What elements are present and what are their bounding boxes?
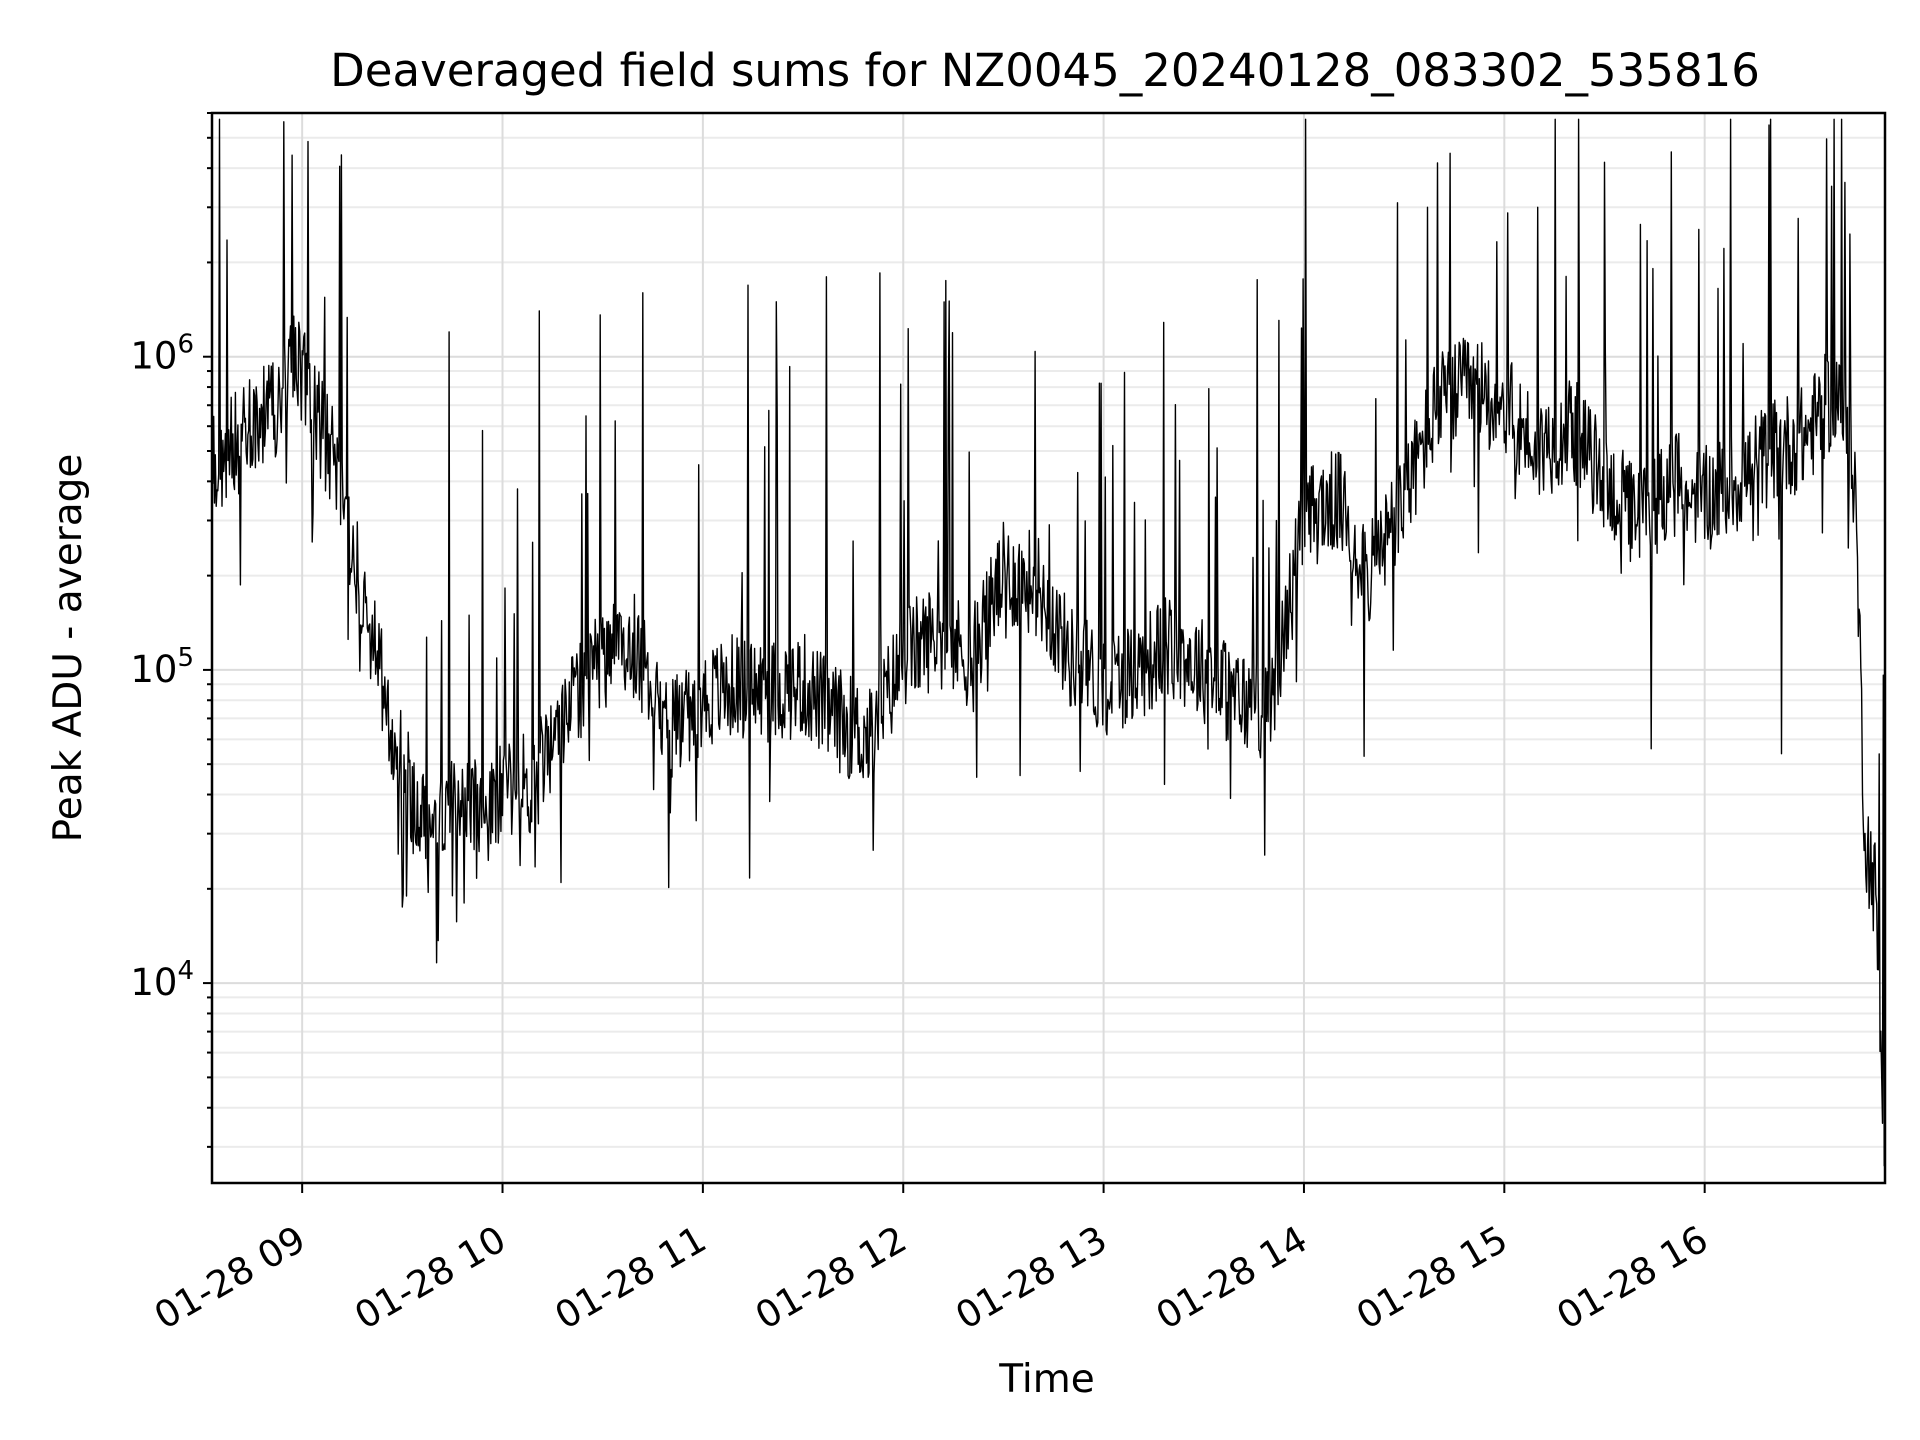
- y-tick-exponent: 5: [177, 643, 194, 673]
- y-tick-exponent: 6: [177, 330, 194, 360]
- y-tick-label: 105: [130, 643, 194, 691]
- y-tick-base: 10: [130, 335, 177, 378]
- plot-frame: [210, 111, 1887, 1185]
- y-tick-base: 10: [130, 648, 177, 691]
- x-axis-label: Time: [998, 1357, 1094, 1402]
- y-tick-base: 10: [130, 961, 177, 1004]
- series-layer: [211, 118, 1886, 1167]
- grid: [212, 112, 1885, 1183]
- y-tick-exponent: 4: [177, 956, 194, 986]
- y-tick-label: 106: [130, 330, 194, 378]
- y-tick-label: 104: [130, 956, 194, 1004]
- y-axis-label: Peak ADU - average: [46, 454, 91, 843]
- chart-title: Deaveraged field sums for NZ0045_2024012…: [330, 44, 1760, 97]
- series-line: [211, 118, 1886, 1167]
